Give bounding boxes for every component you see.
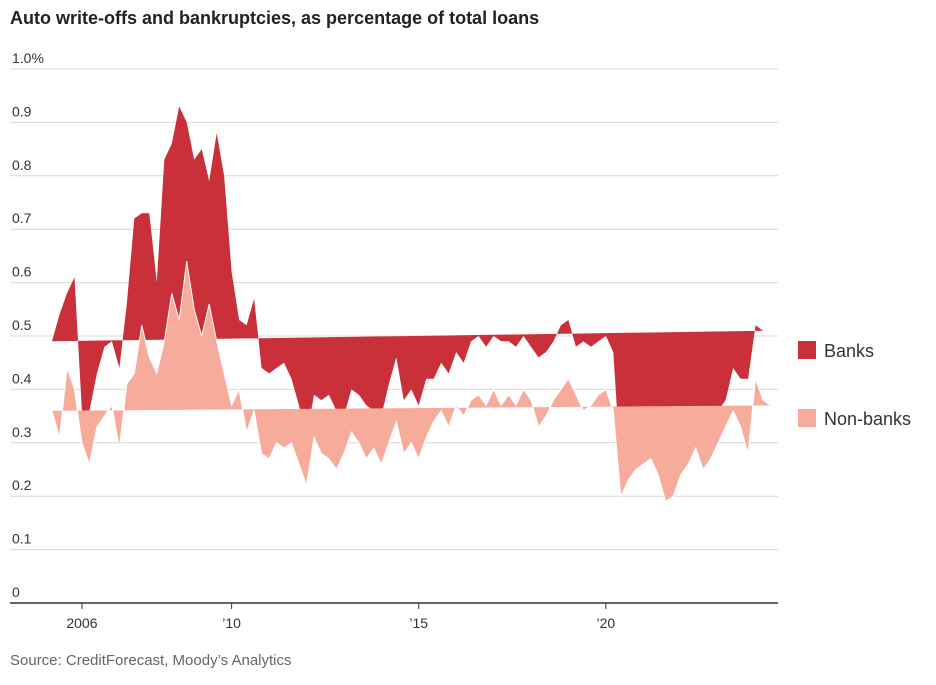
- x-tick-label: ’10: [222, 615, 241, 631]
- legend-label-banks: Banks: [824, 341, 874, 361]
- legend-swatch-nonbanks: [798, 409, 816, 427]
- legend-label-nonbanks: Non-banks: [824, 409, 911, 429]
- y-tick-label: 0.9: [12, 103, 32, 119]
- chart-title: Auto write-offs and bankruptcies, as per…: [10, 8, 540, 28]
- y-tick-label: 0.3: [12, 424, 32, 440]
- legend-swatch-banks: [798, 341, 816, 359]
- x-axis-ticks: 2006 ’10 ’15 ’20: [66, 603, 615, 631]
- y-tick-label: 1.0%: [12, 50, 44, 66]
- y-tick-label: 0.7: [12, 210, 32, 226]
- x-tick-label: 2006: [66, 615, 97, 631]
- source-note: Source: CreditForecast, Moody’s Analytic…: [10, 652, 292, 669]
- x-tick-label: ’15: [409, 615, 428, 631]
- series-area-nonbanks: [52, 261, 771, 502]
- legend: Banks Non-banks: [798, 341, 911, 429]
- series-divider-line: [51, 261, 771, 503]
- y-tick-label: 0.2: [12, 477, 32, 493]
- y-axis-labels: 0 0.1 0.2 0.3 0.4 0.5 0.6 0.7 0.8 0.9 1.0%: [12, 50, 44, 600]
- y-tick-label: 0.8: [12, 157, 32, 173]
- y-tick-label: 0.6: [12, 264, 32, 280]
- y-tick-label: 0.4: [12, 370, 32, 386]
- y-tick-label: 0.5: [12, 317, 32, 333]
- series-area-banks: [52, 106, 771, 470]
- y-tick-label: 0: [12, 584, 20, 600]
- x-tick-label: ’20: [597, 615, 616, 631]
- y-tick-label: 0.1: [12, 531, 32, 547]
